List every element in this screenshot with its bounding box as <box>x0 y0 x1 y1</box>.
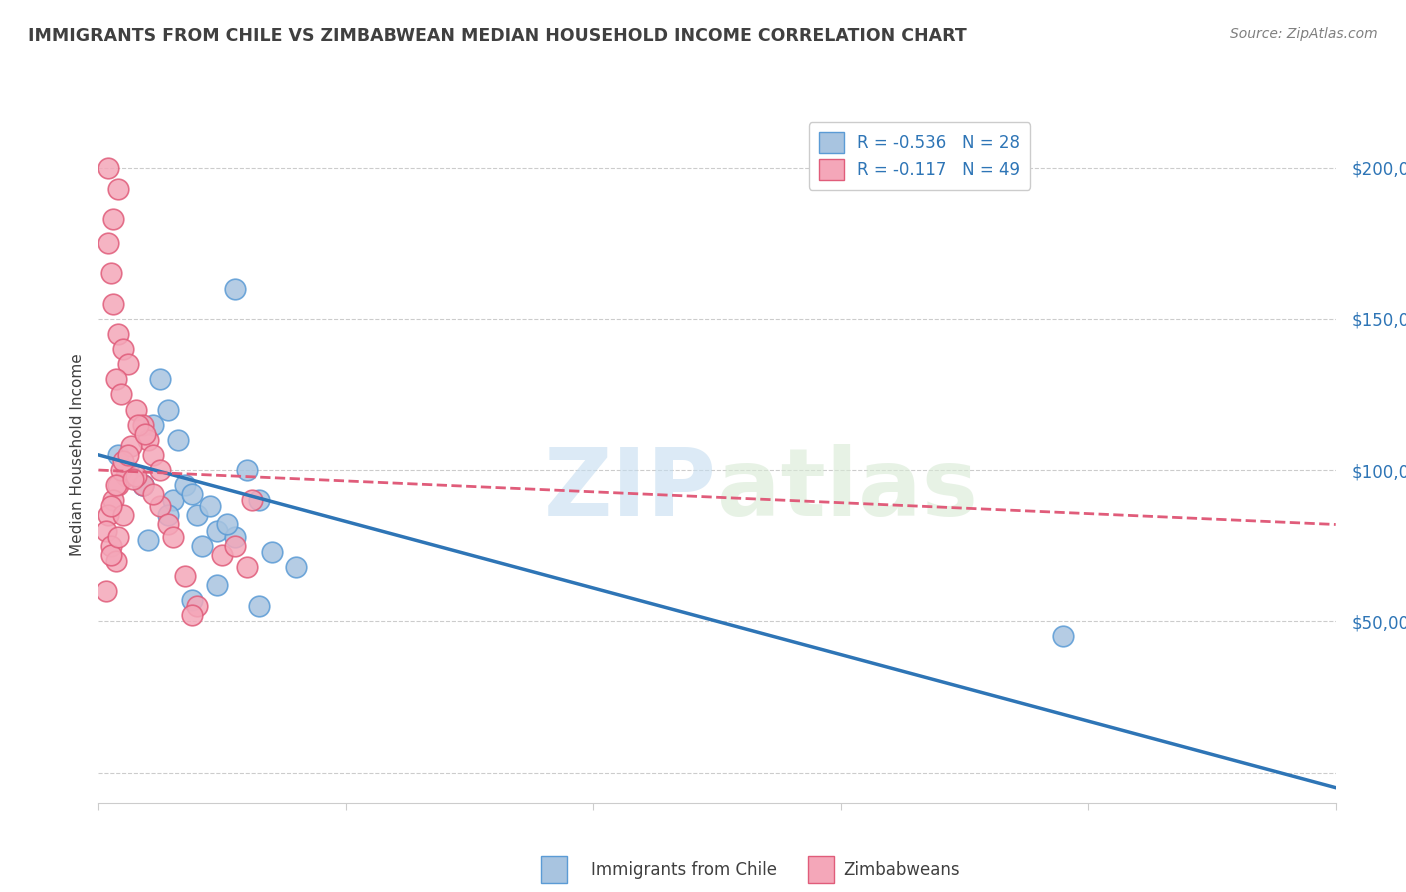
Point <box>236 559 259 574</box>
Point <box>122 472 145 486</box>
Point <box>107 182 129 196</box>
Point <box>260 545 283 559</box>
Point <box>104 478 127 492</box>
Point <box>107 448 129 462</box>
Point <box>132 417 155 432</box>
Point <box>198 500 221 514</box>
Point <box>174 569 197 583</box>
Point <box>127 417 149 432</box>
Point <box>136 533 159 547</box>
Point <box>205 524 228 538</box>
Point <box>156 517 179 532</box>
Text: Zimbabweans: Zimbabweans <box>844 861 960 879</box>
Point <box>162 530 184 544</box>
Point <box>110 463 132 477</box>
Y-axis label: Median Household Income: Median Household Income <box>69 353 84 557</box>
Point <box>166 433 188 447</box>
Point <box>132 478 155 492</box>
Point <box>104 554 127 568</box>
Point <box>142 417 165 432</box>
Point <box>224 539 246 553</box>
Point <box>181 608 204 623</box>
Point <box>211 548 233 562</box>
Point <box>181 593 204 607</box>
Point <box>186 508 208 523</box>
Text: Immigrants from Chile: Immigrants from Chile <box>591 861 776 879</box>
Text: atlas: atlas <box>717 443 979 536</box>
Point <box>134 426 156 441</box>
Point <box>142 448 165 462</box>
Point <box>100 548 122 562</box>
Point <box>110 387 132 401</box>
Point <box>120 439 142 453</box>
Point <box>285 559 308 574</box>
Point <box>156 508 179 523</box>
Point <box>117 448 139 462</box>
Point <box>103 296 125 310</box>
Point <box>247 599 270 614</box>
Point <box>236 463 259 477</box>
Text: ZIP: ZIP <box>544 443 717 536</box>
Point <box>94 584 117 599</box>
Point <box>205 578 228 592</box>
Point <box>117 357 139 371</box>
Point <box>107 478 129 492</box>
Point <box>162 493 184 508</box>
Point <box>97 508 120 523</box>
Point <box>103 493 125 508</box>
Point <box>224 281 246 295</box>
Point <box>191 539 214 553</box>
Point <box>174 478 197 492</box>
Point <box>224 530 246 544</box>
Text: Source: ZipAtlas.com: Source: ZipAtlas.com <box>1230 27 1378 41</box>
Point <box>124 402 146 417</box>
Point <box>100 267 122 281</box>
Text: IMMIGRANTS FROM CHILE VS ZIMBABWEAN MEDIAN HOUSEHOLD INCOME CORRELATION CHART: IMMIGRANTS FROM CHILE VS ZIMBABWEAN MEDI… <box>28 27 967 45</box>
Point <box>100 539 122 553</box>
Point <box>112 454 135 468</box>
Point <box>132 478 155 492</box>
Point <box>94 524 117 538</box>
Point <box>149 463 172 477</box>
Legend: R = -0.536   N = 28, R = -0.117   N = 49: R = -0.536 N = 28, R = -0.117 N = 49 <box>808 122 1031 190</box>
Point <box>114 469 136 483</box>
Point <box>97 161 120 175</box>
Point <box>100 500 122 514</box>
Point <box>117 463 139 477</box>
Point <box>1052 629 1074 643</box>
Point <box>107 326 129 341</box>
Point <box>132 478 155 492</box>
Point <box>124 469 146 483</box>
Point <box>240 493 263 508</box>
Point <box>104 372 127 386</box>
Point <box>136 433 159 447</box>
Point <box>107 530 129 544</box>
Point <box>181 487 204 501</box>
Point <box>217 517 239 532</box>
Point <box>97 236 120 251</box>
Point <box>112 508 135 523</box>
Point <box>186 599 208 614</box>
Point <box>142 487 165 501</box>
Point <box>149 500 172 514</box>
Point <box>112 342 135 356</box>
Point <box>103 211 125 226</box>
Point <box>149 372 172 386</box>
Point <box>247 493 270 508</box>
Point <box>156 402 179 417</box>
